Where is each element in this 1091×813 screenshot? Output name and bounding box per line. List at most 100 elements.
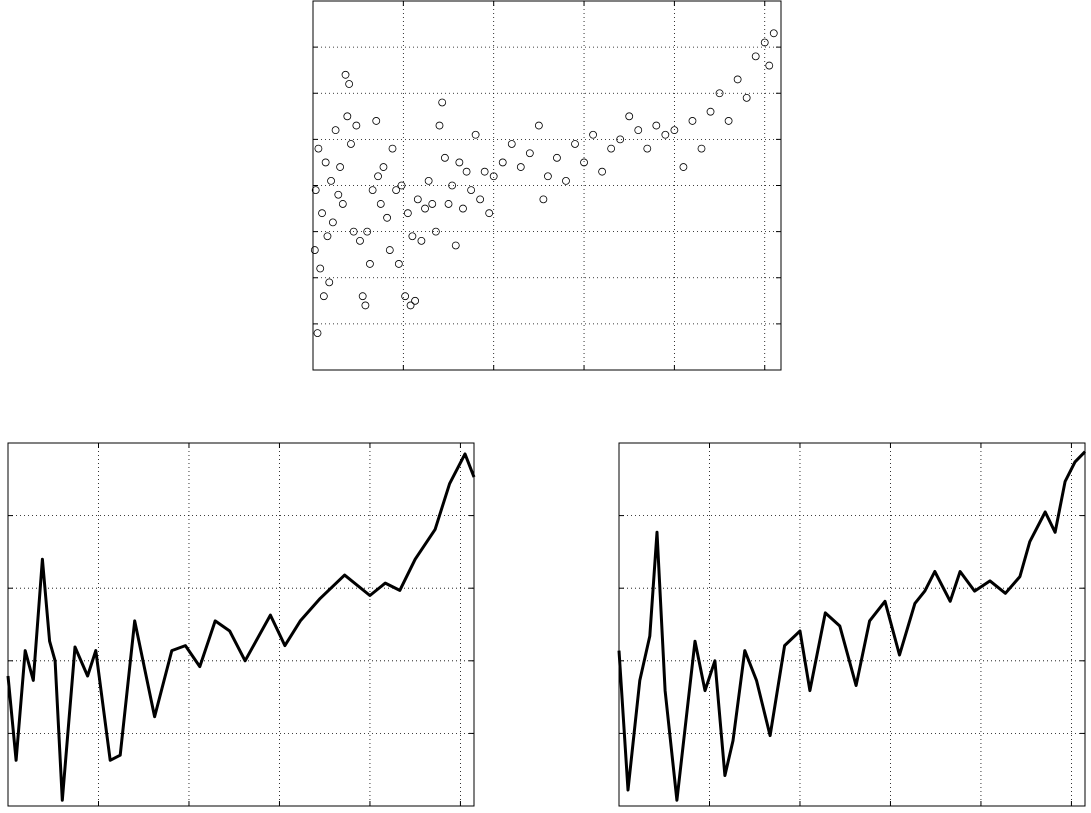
point	[571, 140, 579, 148]
point	[331, 126, 340, 135]
plot-frame	[7, 442, 475, 807]
point	[688, 117, 697, 125]
point	[336, 163, 345, 171]
point	[480, 167, 489, 176]
point	[366, 260, 374, 268]
point	[455, 158, 464, 167]
point	[534, 121, 543, 130]
point	[742, 93, 751, 102]
point	[760, 38, 769, 47]
point	[349, 227, 358, 236]
point	[311, 186, 320, 195]
point	[401, 292, 410, 301]
point	[352, 121, 361, 130]
point	[715, 89, 724, 98]
point	[643, 144, 652, 153]
point	[553, 153, 561, 162]
point	[319, 292, 328, 301]
point	[607, 144, 616, 153]
plot-frame	[618, 442, 1086, 807]
panel	[617, 442, 1087, 807]
point	[345, 80, 354, 88]
point	[448, 181, 457, 190]
point	[379, 163, 388, 171]
point	[328, 218, 337, 227]
line	[617, 450, 1087, 802]
point	[347, 140, 355, 148]
point	[451, 241, 460, 250]
point	[421, 204, 429, 213]
point	[467, 186, 476, 195]
point	[325, 278, 334, 287]
point	[338, 200, 347, 208]
point	[724, 117, 733, 125]
point	[471, 130, 480, 139]
point	[411, 296, 419, 305]
point	[314, 144, 323, 153]
point	[765, 61, 774, 70]
line	[6, 452, 476, 802]
point	[598, 167, 607, 176]
point	[385, 246, 394, 254]
point	[334, 190, 343, 199]
point	[441, 153, 449, 162]
point	[444, 200, 453, 208]
point	[343, 112, 352, 121]
point	[368, 186, 377, 195]
point	[374, 172, 382, 181]
point	[356, 236, 364, 245]
point	[616, 135, 625, 144]
point	[580, 158, 588, 167]
point	[507, 140, 516, 148]
point	[358, 292, 367, 301]
point	[485, 209, 494, 218]
point	[438, 98, 447, 107]
point	[316, 264, 325, 273]
point	[310, 246, 319, 254]
point	[388, 144, 397, 153]
point	[751, 52, 760, 61]
point	[459, 204, 467, 213]
plot-frame	[312, 0, 782, 371]
point	[462, 167, 471, 176]
point	[392, 186, 401, 195]
point	[634, 126, 643, 135]
point	[313, 329, 322, 338]
point	[361, 301, 370, 310]
point	[769, 29, 778, 38]
point	[376, 200, 385, 208]
point	[679, 163, 688, 171]
point	[625, 112, 634, 121]
point	[516, 163, 525, 171]
point	[363, 227, 372, 236]
point	[435, 121, 444, 130]
point	[408, 232, 417, 241]
point	[539, 195, 548, 204]
point	[341, 70, 350, 79]
point	[428, 200, 437, 208]
point	[424, 176, 433, 185]
point	[697, 144, 706, 153]
point	[397, 181, 406, 190]
point	[652, 121, 661, 130]
point	[321, 158, 330, 167]
point	[413, 195, 422, 204]
panel	[6, 442, 476, 807]
point	[589, 130, 597, 139]
point	[476, 195, 485, 204]
point	[525, 149, 534, 158]
point	[406, 301, 415, 310]
point	[394, 260, 403, 268]
point	[327, 176, 335, 185]
point	[706, 107, 715, 116]
point	[498, 158, 507, 167]
point	[562, 176, 570, 185]
point	[403, 209, 412, 218]
point	[544, 172, 552, 181]
point	[323, 232, 332, 241]
point	[670, 126, 679, 135]
panel	[310, 0, 782, 371]
point	[431, 227, 440, 236]
point	[661, 130, 670, 139]
